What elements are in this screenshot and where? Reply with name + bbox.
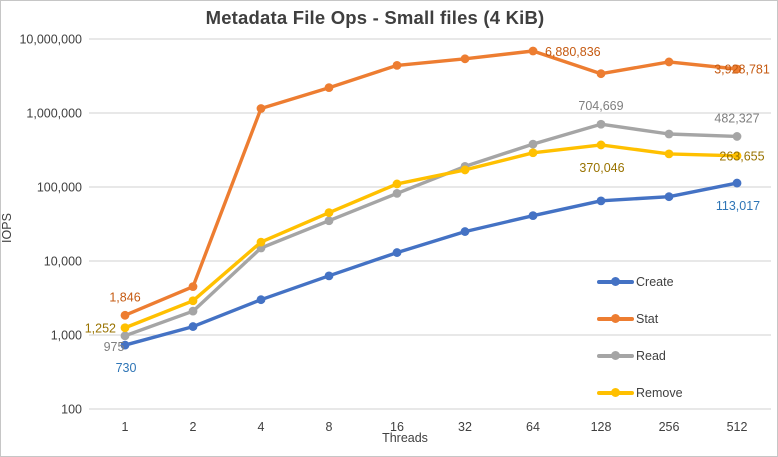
data-point-create (664, 192, 674, 202)
point-label-create: 113,017 (716, 199, 760, 213)
y-tick-label: 100,000 (37, 181, 82, 195)
data-point-create (256, 295, 266, 305)
data-point-create (324, 271, 334, 281)
series-line-stat (123, 49, 739, 317)
data-point-read (664, 129, 674, 139)
data-point-remove (188, 296, 198, 306)
data-point-stat (528, 46, 538, 56)
data-point-create (732, 178, 742, 188)
data-point-read (188, 306, 198, 316)
y-tick-label: 10,000,000 (19, 33, 82, 47)
data-point-read (120, 331, 130, 341)
data-point-read (596, 119, 606, 129)
data-point-remove (664, 149, 674, 159)
point-label-stat: 6,880,836 (545, 45, 601, 59)
data-point-create (596, 196, 606, 206)
point-label-read: 482,327 (714, 111, 759, 125)
legend-label: Remove (636, 385, 683, 400)
legend: Create Stat Read Remove (597, 263, 683, 411)
legend-item-create: Create (597, 263, 683, 300)
x-axis-title: Threads (382, 431, 428, 445)
x-tick-label: 1 (122, 420, 129, 434)
y-tick-label: 100 (61, 403, 82, 417)
x-tick-label: 64 (526, 420, 540, 434)
create-series-swatch-icon (597, 277, 634, 286)
legend-label: Create (636, 274, 674, 289)
data-point-remove (732, 151, 742, 161)
point-label-remove: 263,655 (719, 149, 764, 163)
data-point-remove (392, 179, 402, 189)
remove-series-swatch-icon (597, 388, 634, 397)
point-label-stat: 1,846 (109, 290, 140, 304)
y-tick-label: 1,000 (51, 329, 82, 343)
data-point-create (460, 227, 470, 236)
series-line-read (123, 122, 739, 338)
chart-title: Metadata File Ops - Small files (4 KiB) (205, 7, 545, 28)
legend-item-stat: Stat (597, 300, 683, 337)
x-tick-label: 32 (458, 420, 472, 434)
legend-label: Stat (636, 311, 659, 326)
x-tick-label: 4 (258, 420, 265, 434)
data-point-stat (392, 60, 402, 70)
data-point-remove (528, 148, 538, 158)
data-point-stat (596, 69, 606, 79)
data-point-create (120, 340, 130, 350)
point-label-read: 704,669 (578, 99, 623, 113)
data-point-stat (324, 83, 334, 93)
data-point-stat (188, 282, 198, 292)
data-point-read (324, 216, 334, 226)
data-point-create (392, 248, 402, 257)
data-point-remove (324, 208, 334, 218)
point-label-create: 730 (116, 361, 137, 375)
x-tick-label: 128 (591, 420, 612, 434)
point-label-remove: 1,252 (85, 321, 116, 335)
data-point-stat (732, 64, 742, 74)
point-label-read: 975 (104, 340, 125, 354)
x-tick-label: 2 (190, 420, 197, 434)
y-axis-title: IOPS (0, 213, 14, 243)
x-tick-label: 256 (659, 420, 680, 434)
data-point-remove (460, 165, 470, 175)
point-label-remove: 370,046 (579, 161, 624, 175)
series-line-create (123, 181, 739, 347)
data-point-remove (256, 237, 266, 247)
series-line-remove (123, 143, 739, 330)
x-tick-label: 8 (326, 420, 333, 434)
x-tick-label: 512 (727, 420, 748, 434)
data-point-stat (256, 104, 266, 113)
legend-item-read: Read (597, 337, 683, 374)
data-point-stat (664, 57, 674, 67)
data-point-remove (596, 140, 606, 150)
data-point-stat (120, 310, 130, 320)
x-tick-label: 16 (390, 420, 404, 434)
data-point-stat (460, 54, 470, 64)
y-tick-label: 10,000 (44, 255, 82, 269)
data-point-remove (120, 323, 130, 333)
data-point-create (188, 322, 198, 331)
stat-series-swatch-icon (597, 314, 634, 323)
data-point-read (392, 188, 402, 198)
legend-label: Read (636, 348, 666, 363)
y-tick-label: 1,000,000 (26, 107, 82, 121)
data-point-read (528, 139, 538, 149)
read-series-swatch-icon (597, 351, 634, 360)
data-point-read (732, 132, 742, 141)
data-point-create (528, 211, 538, 221)
point-label-stat: 3,928,781 (714, 63, 770, 77)
legend-item-remove: Remove (597, 374, 683, 411)
